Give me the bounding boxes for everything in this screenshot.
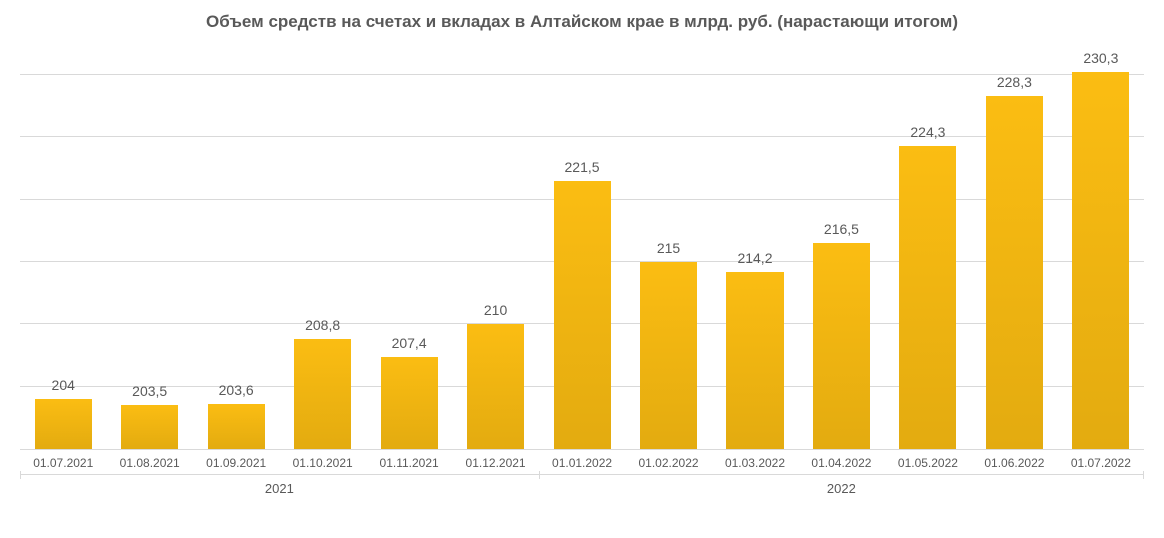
bar-column: 207,4 xyxy=(366,50,452,449)
plot-area: 204 203,5 203,6 208,8 207,4 210 221,5 215 214,2 2… xyxy=(20,50,1144,450)
bar-value-label: 204 xyxy=(52,377,75,393)
x-axis-labels: 01.07.202101.08.202101.09.202101.10.2021… xyxy=(20,456,1144,470)
chart-container: Объем средств на счетах и вкладах в Алта… xyxy=(0,0,1164,538)
x-axis-label: 01.12.2021 xyxy=(452,456,538,470)
x-axis-group-label: 2021 xyxy=(20,474,539,496)
bar xyxy=(381,357,438,449)
bar xyxy=(294,339,351,449)
bar-value-label: 207,4 xyxy=(392,335,427,351)
bar xyxy=(467,324,524,449)
bar-value-label: 230,3 xyxy=(1083,50,1118,66)
bar xyxy=(1072,72,1129,449)
bar-value-label: 208,8 xyxy=(305,317,340,333)
x-axis-label: 01.05.2022 xyxy=(885,456,971,470)
bar-column: 215 xyxy=(625,50,711,449)
bar-column: 203,5 xyxy=(106,50,192,449)
bar xyxy=(813,243,870,449)
x-axis-label: 01.10.2021 xyxy=(279,456,365,470)
bar-value-label: 203,6 xyxy=(219,382,254,398)
chart-title: Объем средств на счетах и вкладах в Алта… xyxy=(20,12,1144,32)
bar-column: 208,8 xyxy=(279,50,365,449)
bar-value-label: 221,5 xyxy=(565,159,600,175)
bar-column: 203,6 xyxy=(193,50,279,449)
bar xyxy=(35,399,92,449)
bar-column: 210 xyxy=(452,50,538,449)
bar-value-label: 210 xyxy=(484,302,507,318)
x-axis-label: 01.04.2022 xyxy=(798,456,884,470)
bar-column: 224,3 xyxy=(885,50,971,449)
x-axis-label: 01.06.2022 xyxy=(971,456,1057,470)
bar xyxy=(554,181,611,449)
x-axis-label: 01.07.2021 xyxy=(20,456,106,470)
bar xyxy=(208,404,265,449)
bar-value-label: 224,3 xyxy=(910,124,945,140)
bar-column: 221,5 xyxy=(539,50,625,449)
x-axis-label: 01.11.2021 xyxy=(366,456,452,470)
bar-value-label: 203,5 xyxy=(132,383,167,399)
bar-value-label: 228,3 xyxy=(997,74,1032,90)
bar-column: 204 xyxy=(20,50,106,449)
x-axis-label: 01.08.2021 xyxy=(106,456,192,470)
x-axis-label: 01.09.2021 xyxy=(193,456,279,470)
bar-column: 228,3 xyxy=(971,50,1057,449)
x-axis-label: 01.01.2022 xyxy=(539,456,625,470)
bar xyxy=(640,262,697,449)
bar-value-label: 215 xyxy=(657,240,680,256)
x-axis-groups: 20212022 xyxy=(20,474,1144,496)
bar xyxy=(899,146,956,449)
bar-column: 214,2 xyxy=(712,50,798,449)
bar-column: 216,5 xyxy=(798,50,884,449)
x-axis-group-label: 2022 xyxy=(539,474,1144,496)
x-axis-label: 01.07.2022 xyxy=(1058,456,1144,470)
bar xyxy=(121,405,178,449)
bar-value-label: 214,2 xyxy=(737,250,772,266)
x-axis-label: 01.02.2022 xyxy=(625,456,711,470)
bars-row: 204 203,5 203,6 208,8 207,4 210 221,5 215 214,2 2… xyxy=(20,50,1144,449)
bar xyxy=(986,96,1043,449)
bar-value-label: 216,5 xyxy=(824,221,859,237)
bar-column: 230,3 xyxy=(1058,50,1144,449)
bar xyxy=(726,272,783,449)
x-axis-label: 01.03.2022 xyxy=(712,456,798,470)
